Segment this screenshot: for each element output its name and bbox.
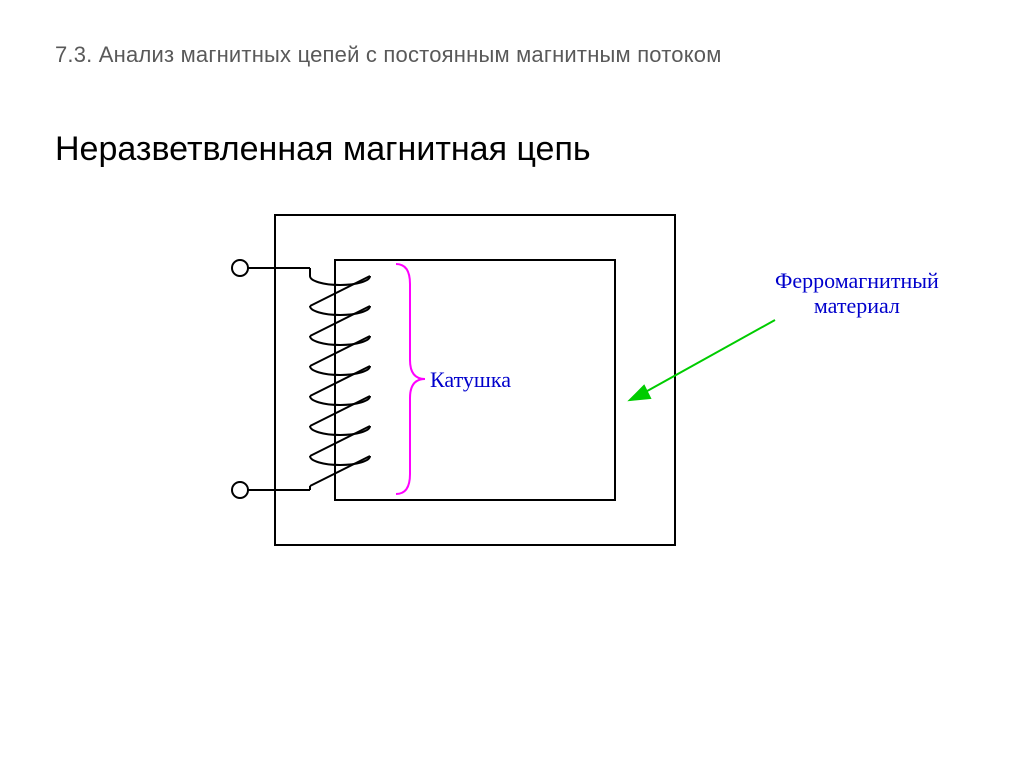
label-material-line1: Ферромагнитный xyxy=(775,268,939,293)
arrow-material xyxy=(630,320,775,400)
terminal-bottom xyxy=(232,482,248,498)
stage: 7.3. Анализ магнитных цепей с постоянным… xyxy=(0,0,1024,767)
terminal-top xyxy=(232,260,248,276)
label-coil: Катушка xyxy=(430,367,511,393)
brace-coil xyxy=(396,264,425,494)
label-material: Ферромагнитный материал xyxy=(775,268,939,319)
coil xyxy=(310,268,370,490)
label-material-line2: материал xyxy=(775,293,939,318)
magnetic-circuit-diagram xyxy=(0,0,1024,767)
